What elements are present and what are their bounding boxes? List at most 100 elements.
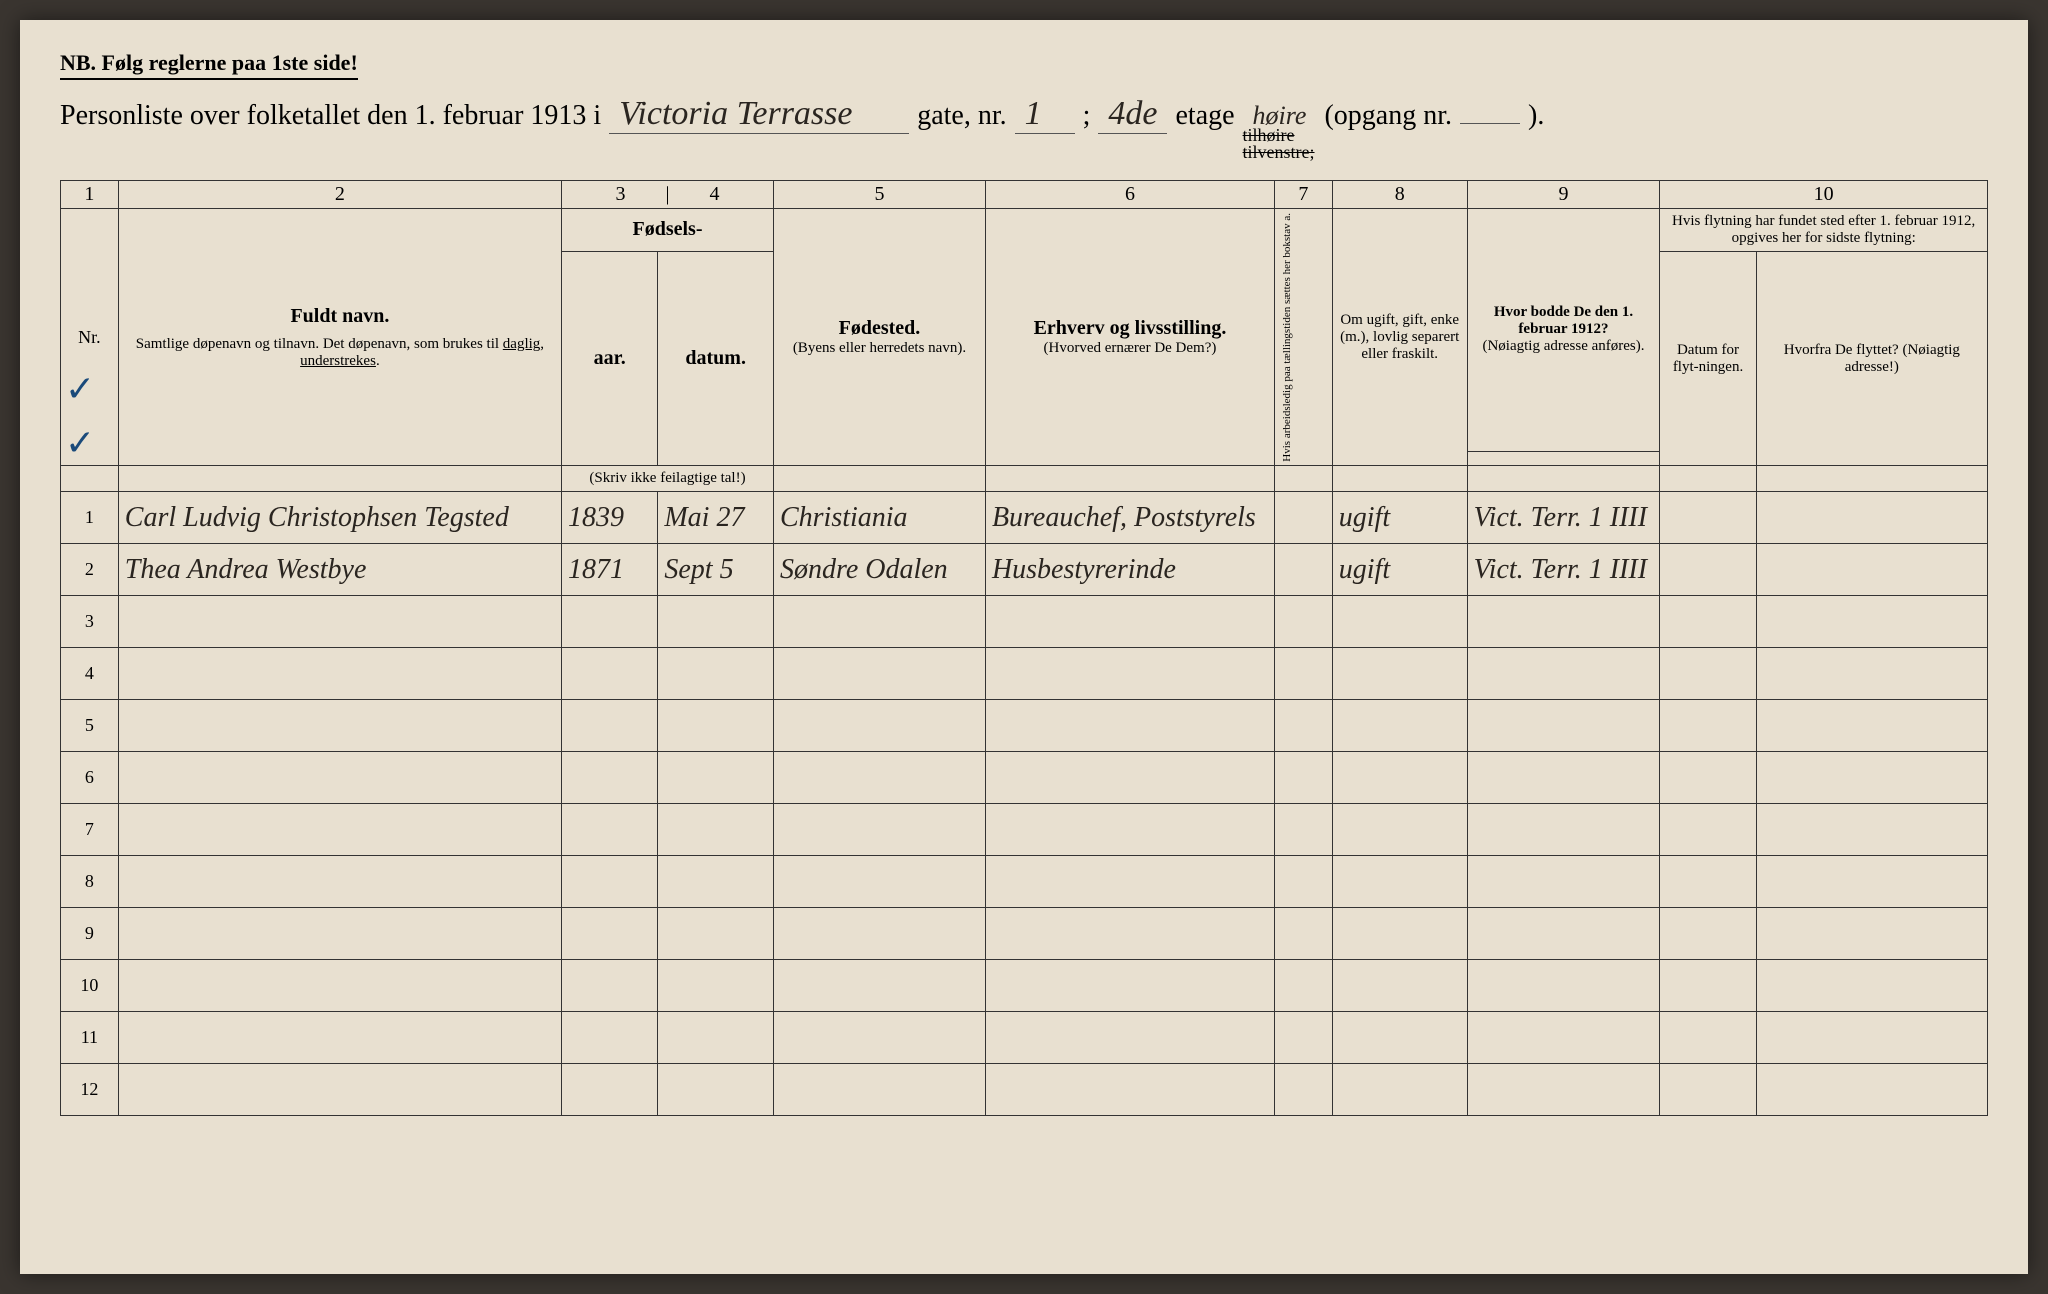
th-aar: aar. (562, 251, 658, 466)
table-row: 10 (61, 960, 1988, 1012)
cell-aar (562, 960, 658, 1012)
checkmark-row-1: ✓ (65, 368, 95, 410)
table-row: 9 (61, 908, 1988, 960)
cell-adresse-1912: Vict. Terr. 1 IIII (1467, 544, 1660, 596)
street-field: Victoria Terrasse (609, 95, 909, 134)
colnum-34: 3 | 4 (562, 180, 774, 208)
cell-fodested (773, 648, 985, 700)
th-col10b: Hvorfra De flyttet? (Nøiagtig adresse!) (1756, 251, 1987, 466)
row-number: 7 (61, 804, 119, 856)
cell-erhverv (985, 648, 1274, 700)
opgang-field (1460, 123, 1520, 124)
census-table: 1 2 3 | 4 5 6 7 8 9 10 Nr. Fuldt navn. S… (60, 180, 1988, 1117)
nr-field: 1 (1015, 95, 1075, 134)
checkmark-row-2: ✓ (65, 422, 95, 464)
cell-aar (562, 596, 658, 648)
row-number: 5 (61, 700, 119, 752)
cell-datum (658, 856, 774, 908)
cell-navn (118, 960, 561, 1012)
row-number: 10 (61, 960, 119, 1012)
th-navn-sub-2: døpenavn og tilnavn. Det døpenavn, som b… (193, 336, 503, 352)
th-col9-sub: (Nøiagtig adresse anføres). (1474, 338, 1654, 355)
table-body: 1Carl Ludvig Christophsen Tegsted1839Mai… (61, 492, 1988, 1116)
cell-datum (658, 700, 774, 752)
cell-adresse-1912 (1467, 908, 1660, 960)
cell-navn (118, 648, 561, 700)
cell-arbeidsledig (1274, 492, 1332, 544)
cell-adresse-1912 (1467, 700, 1660, 752)
row-number: 3 (61, 596, 119, 648)
cell-aar (562, 648, 658, 700)
cell-datum: Mai 27 (658, 492, 774, 544)
cell-flyt-datum (1660, 596, 1756, 648)
cell-adresse-1912: Vict. Terr. 1 IIII (1467, 492, 1660, 544)
cell-datum (658, 648, 774, 700)
th-navn-sub-3: daglig (503, 336, 541, 352)
th-col7-text: Hvis arbeidsledig paa tællingstiden sætt… (1281, 213, 1293, 462)
street-suffix: gate, nr. (917, 100, 1006, 132)
cell-aar (562, 1064, 658, 1116)
row-number: 1 (61, 492, 119, 544)
cell-erhverv (985, 804, 1274, 856)
cell-flyt-datum (1660, 960, 1756, 1012)
cell-flyt-datum (1660, 1064, 1756, 1116)
colnum-1: 1 (61, 180, 119, 208)
cell-aar (562, 804, 658, 856)
table-row: 7 (61, 804, 1988, 856)
th-col8: Om ugift, gift, enke (m.), lovlig separe… (1332, 208, 1467, 466)
cell-erhverv (985, 1064, 1274, 1116)
cell-datum (658, 1064, 774, 1116)
cell-arbeidsledig (1274, 544, 1332, 596)
cell-flyt-datum (1660, 648, 1756, 700)
table-row: 8 (61, 856, 1988, 908)
header-note-row: (Skriv ikke feilagtige tal!) (61, 466, 1988, 492)
th-navn-main: Fuldt navn. (125, 305, 555, 328)
cell-navn (118, 1012, 561, 1064)
cell-fodested (773, 596, 985, 648)
cell-flyt-datum (1660, 1012, 1756, 1064)
cell-arbeidsledig (1274, 752, 1332, 804)
cell-flyt-fra (1756, 1064, 1987, 1116)
cell-sivilstand (1332, 908, 1467, 960)
cell-sivilstand (1332, 856, 1467, 908)
th-col10: Hvis flytning har fundet sted efter 1. f… (1660, 208, 1988, 251)
side-handwritten: høire (1243, 104, 1317, 127)
cell-flyt-fra (1756, 752, 1987, 804)
cell-adresse-1912 (1467, 1012, 1660, 1064)
cell-arbeidsledig (1274, 596, 1332, 648)
cell-fodested (773, 960, 985, 1012)
cell-navn (118, 1064, 561, 1116)
cell-fodested (773, 752, 985, 804)
cell-erhverv (985, 752, 1274, 804)
cell-sivilstand (1332, 752, 1467, 804)
cell-flyt-fra (1756, 544, 1987, 596)
etage-label: etage (1175, 100, 1234, 132)
cell-sivilstand (1332, 1064, 1467, 1116)
cell-datum: Sept 5 (658, 544, 774, 596)
cell-aar (562, 752, 658, 804)
row-number: 6 (61, 752, 119, 804)
cell-flyt-datum (1660, 752, 1756, 804)
title-line: Personliste over folketallet den 1. febr… (60, 95, 1988, 160)
colnum-2: 2 (118, 180, 561, 208)
cell-datum (658, 1012, 774, 1064)
cell-flyt-fra (1756, 700, 1987, 752)
cell-navn (118, 596, 561, 648)
cell-aar: 1839 (562, 492, 658, 544)
cell-sivilstand (1332, 960, 1467, 1012)
th-datum: datum. (658, 251, 774, 466)
colnum-5: 5 (773, 180, 985, 208)
title-prefix: Personliste over folketallet den 1. febr… (60, 100, 601, 132)
cell-flyt-fra (1756, 960, 1987, 1012)
th-col9: Hvor bodde De den 1. februar 1912? (Nøia… (1467, 208, 1660, 451)
row-number: 12 (61, 1064, 119, 1116)
cell-aar (562, 856, 658, 908)
th-fodested-sub: (Byens eller herredets navn). (780, 340, 979, 357)
th-navn: Fuldt navn. Samtlige døpenavn og tilnavn… (118, 208, 561, 466)
cell-flyt-datum (1660, 908, 1756, 960)
th-erhverv-main: Erhverv og livsstilling. (992, 317, 1268, 340)
cell-datum (658, 752, 774, 804)
cell-adresse-1912 (1467, 960, 1660, 1012)
cell-navn (118, 752, 561, 804)
cell-aar (562, 700, 658, 752)
